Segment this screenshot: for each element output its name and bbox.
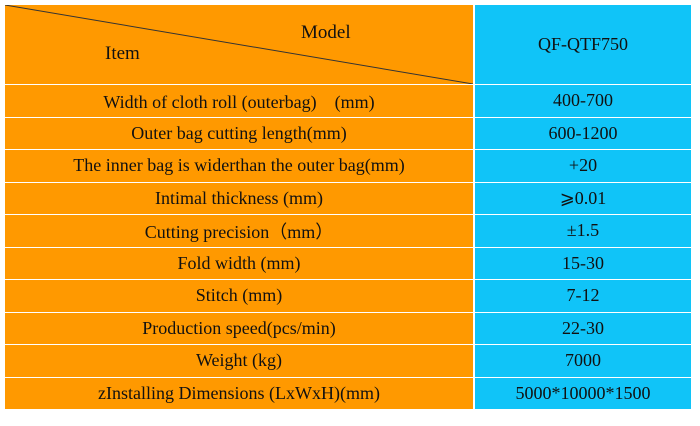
value-cell: 7-12 [474, 279, 691, 313]
item-cell: Production speed(pcs/min) [5, 312, 475, 345]
spec-table: Model Item QF-QTF750 Width of cloth roll… [5, 5, 691, 409]
table-row: Production speed(pcs/min) 22-30 [5, 312, 691, 345]
table-row: Cutting precision（mm） ±1.5 [5, 214, 691, 248]
item-cell: Outer bag cutting length(mm) [5, 117, 475, 150]
item-cell: Intimal thickness (mm) [5, 182, 475, 215]
table-row: Outer bag cutting length(mm) 600-1200 [5, 117, 691, 150]
table-row: Intimal thickness (mm) ⩾0.01 [5, 182, 691, 215]
diagonal-divider [5, 5, 472, 84]
table-row: The inner bag is widerthan the outer bag… [5, 149, 691, 183]
item-cell: Cutting precision（mm） [5, 214, 475, 248]
table-row: zInstalling Dimensions (LxWxH)(mm) 5000*… [5, 377, 691, 409]
table-row: Weight (kg) 7000 [5, 344, 691, 378]
value-cell: 7000 [474, 344, 691, 378]
model-header-label: Model [301, 22, 351, 43]
value-cell: +20 [474, 149, 691, 183]
table-row: Stitch (mm) 7-12 [5, 279, 691, 313]
header-diagonal-cell: Model Item [5, 5, 475, 85]
item-header-label: Item [105, 43, 140, 64]
model-value-header: QF-QTF750 [474, 5, 691, 85]
table-row: Fold width (mm) 15-30 [5, 247, 691, 280]
value-cell: 15-30 [474, 247, 691, 280]
item-cell: Fold width (mm) [5, 247, 475, 280]
value-cell: ±1.5 [474, 214, 691, 248]
value-cell: 5000*10000*1500 [474, 377, 691, 409]
item-cell: Weight (kg) [5, 344, 475, 378]
table-row: Width of cloth roll (outerbag) (mm) 400-… [5, 84, 691, 118]
item-cell: The inner bag is widerthan the outer bag… [5, 149, 475, 183]
item-cell: Width of cloth roll (outerbag) (mm) [5, 84, 475, 118]
item-cell: Stitch (mm) [5, 279, 475, 313]
value-cell: 600-1200 [474, 117, 691, 150]
value-cell: 22-30 [474, 312, 691, 345]
item-cell: zInstalling Dimensions (LxWxH)(mm) [5, 377, 475, 409]
value-cell: 400-700 [474, 84, 691, 118]
value-cell: ⩾0.01 [474, 182, 691, 215]
header-row: Model Item QF-QTF750 [5, 5, 691, 85]
